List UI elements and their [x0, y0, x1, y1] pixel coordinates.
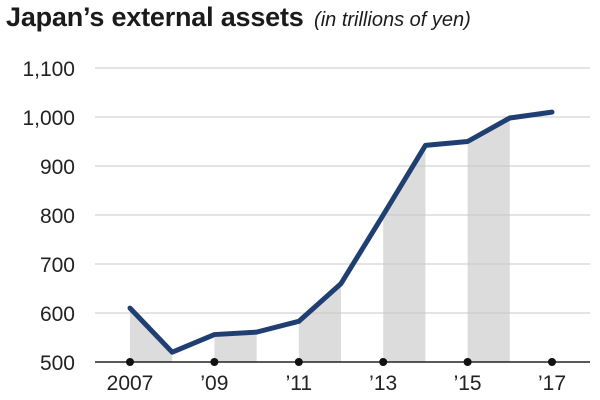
x-tick-label: 2007 [107, 372, 154, 395]
x-tick-dot-2007 [126, 358, 134, 366]
shaded-area-2009 [214, 332, 257, 362]
y-tick-label: 800 [40, 205, 75, 228]
x-tick-label: ’15 [454, 372, 482, 395]
shaded-area-2011 [298, 283, 341, 362]
x-tick-label: ’13 [369, 372, 397, 395]
y-tick-label: 600 [40, 303, 75, 326]
y-tick-label: 1,000 [22, 107, 75, 130]
x-tick-dot-2013 [379, 358, 388, 366]
shaded-area-2015 [467, 117, 510, 362]
chart-title: Japan’s external assets [6, 2, 304, 32]
x-tick-label: ’09 [200, 372, 228, 395]
series-line [127, 109, 555, 355]
chart-title-row: Japan’s external assets (in trillions of… [6, 2, 471, 33]
x-tick-dot-2015 [463, 358, 472, 366]
x-tick-dot-2011 [294, 358, 303, 366]
y-tick-label: 500 [40, 352, 75, 375]
x-tick-label: ’17 [538, 372, 566, 395]
y-tick-label: 700 [40, 254, 75, 277]
chart-subtitle: (in trillions of yen) [314, 9, 471, 31]
x-tick-label: ’11 [286, 372, 312, 395]
x-tick-dot-2017 [548, 358, 556, 366]
y-tick-label: 1,100 [22, 58, 75, 81]
x-tick-dot-2009 [210, 358, 219, 366]
y-tick-label: 900 [40, 156, 75, 179]
